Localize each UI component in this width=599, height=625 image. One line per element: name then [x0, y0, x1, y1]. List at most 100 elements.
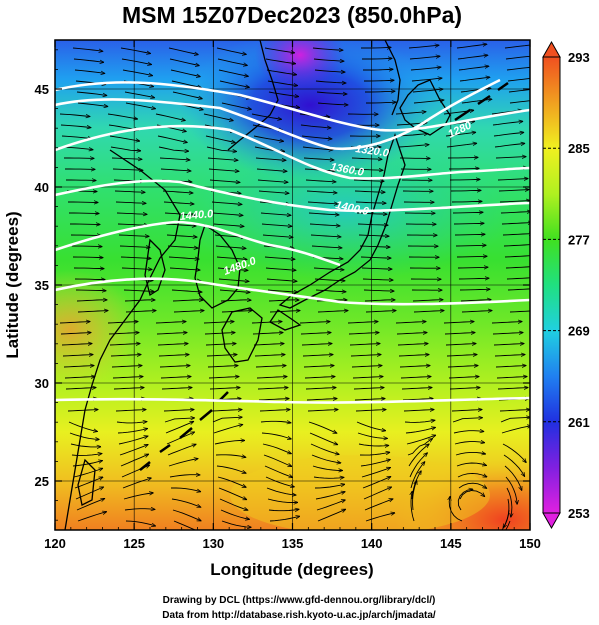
lat-lon-grid — [55, 40, 530, 530]
streamline-arrow — [265, 58, 296, 64]
streamline-arrow — [261, 223, 292, 226]
streamline-arrow — [169, 475, 200, 478]
streamline-arrow — [313, 58, 344, 61]
streamline-arrow — [358, 443, 389, 446]
streamline-arrow — [211, 410, 242, 412]
streamline-arrow — [365, 311, 396, 313]
x-tick-label: 120 — [44, 536, 66, 551]
streamline-arrow — [312, 465, 343, 471]
streamline-arrow — [107, 113, 138, 119]
streamline-arrow — [77, 311, 108, 313]
streamline-arrow — [456, 256, 487, 257]
streamline-arrow — [205, 135, 235, 143]
streamline-arrow — [61, 344, 92, 346]
streamline-arrow — [112, 377, 143, 379]
streamline-arrow — [258, 190, 289, 193]
streamline-arrow — [501, 223, 530, 225]
streamline-arrow — [169, 58, 199, 66]
streamline-arrow — [208, 377, 239, 379]
streamline-arrow — [404, 420, 435, 422]
streamline-arrow — [112, 169, 143, 170]
streamline-arrow — [408, 444, 429, 467]
streamline-arrow — [307, 410, 338, 412]
streamline-arrow — [350, 355, 381, 357]
streamline-arrow — [261, 432, 291, 439]
streamline-arrow — [165, 223, 196, 226]
streamline-arrow — [396, 333, 427, 335]
streamline-arrow — [110, 355, 141, 357]
x-tick-label: 130 — [202, 536, 224, 551]
streamline-arrow — [110, 146, 141, 151]
streamline-arrow — [217, 476, 246, 487]
streamline-arrow — [256, 377, 287, 379]
streamline-arrow — [359, 246, 390, 247]
streamline-arrow — [351, 158, 382, 159]
streamline-arrow — [216, 465, 246, 473]
streamline-arrow — [206, 355, 237, 357]
streamline-arrow — [256, 168, 287, 171]
streamline-arrow — [158, 355, 189, 357]
streamline-arrow — [69, 432, 99, 440]
streamline-arrow — [221, 102, 251, 109]
streamline-arrow — [163, 410, 194, 412]
streamline-arrow — [125, 102, 156, 109]
streamline-arrow — [395, 112, 426, 115]
streamline-arrow — [122, 69, 153, 76]
streamline-arrow — [412, 300, 443, 301]
streamline-arrow — [168, 256, 199, 259]
streamline-arrow — [73, 58, 104, 62]
streamline-arrow — [500, 417, 530, 423]
streamline-arrow — [347, 322, 378, 324]
contour-label-1360: 1360.0 — [329, 161, 365, 179]
streamline-arrow — [59, 322, 90, 324]
streamline-arrow — [452, 418, 482, 423]
streamline-arrow — [357, 432, 387, 438]
streamline-arrow — [399, 366, 430, 368]
streamline-arrow — [413, 100, 444, 104]
x-tick-label: 125 — [123, 536, 145, 551]
streamline-arrow — [120, 454, 149, 467]
streamline-arrow — [212, 212, 243, 215]
colorbar-tick-label: 269 — [568, 324, 590, 339]
streamline-arrow — [253, 344, 284, 346]
streamline-arrow — [263, 454, 292, 466]
streamline-arrow — [449, 388, 480, 390]
streamline-arrow — [317, 311, 348, 313]
streamline-arrow — [262, 234, 293, 237]
streamline-arrow — [124, 91, 155, 98]
streamline-arrow — [158, 146, 189, 151]
streamline-arrow — [360, 257, 391, 258]
streamline-arrow — [496, 377, 527, 379]
streamline-arrow — [412, 89, 443, 93]
streamline-arrow — [251, 113, 282, 119]
y-tick-label: 25 — [35, 474, 49, 489]
streamline-arrow — [259, 410, 290, 412]
streamline-arrow — [219, 80, 249, 87]
streamline-arrow — [307, 202, 338, 204]
streamline-arrow — [361, 468, 391, 478]
streamline-arrow — [450, 190, 481, 191]
streamline-arrow — [409, 56, 440, 60]
streamline-arrow — [352, 169, 383, 170]
streamline-arrow — [253, 135, 284, 141]
streamline-arrow — [216, 256, 247, 259]
streamline-arrow — [76, 300, 107, 301]
streamline-arrow — [59, 113, 90, 117]
streamline-arrow — [359, 452, 390, 456]
streamline-arrow — [495, 157, 526, 158]
streamline-arrow — [113, 388, 144, 390]
streamline-arrow — [403, 410, 434, 412]
streamline-arrow — [397, 134, 428, 137]
streamline-arrow — [300, 124, 331, 128]
streamline-arrow — [60, 124, 91, 128]
streamline-arrow — [348, 333, 379, 335]
streamline-arrow — [121, 58, 152, 65]
streamline-arrow — [443, 322, 474, 324]
streamline-arrow — [70, 443, 101, 447]
streamline-arrow — [70, 224, 100, 225]
streamline-arrow — [155, 322, 186, 324]
streamline-arrow — [255, 366, 286, 368]
streamline-arrow — [499, 410, 530, 412]
streamline-arrow — [211, 201, 242, 204]
streamline-arrow — [167, 245, 198, 248]
